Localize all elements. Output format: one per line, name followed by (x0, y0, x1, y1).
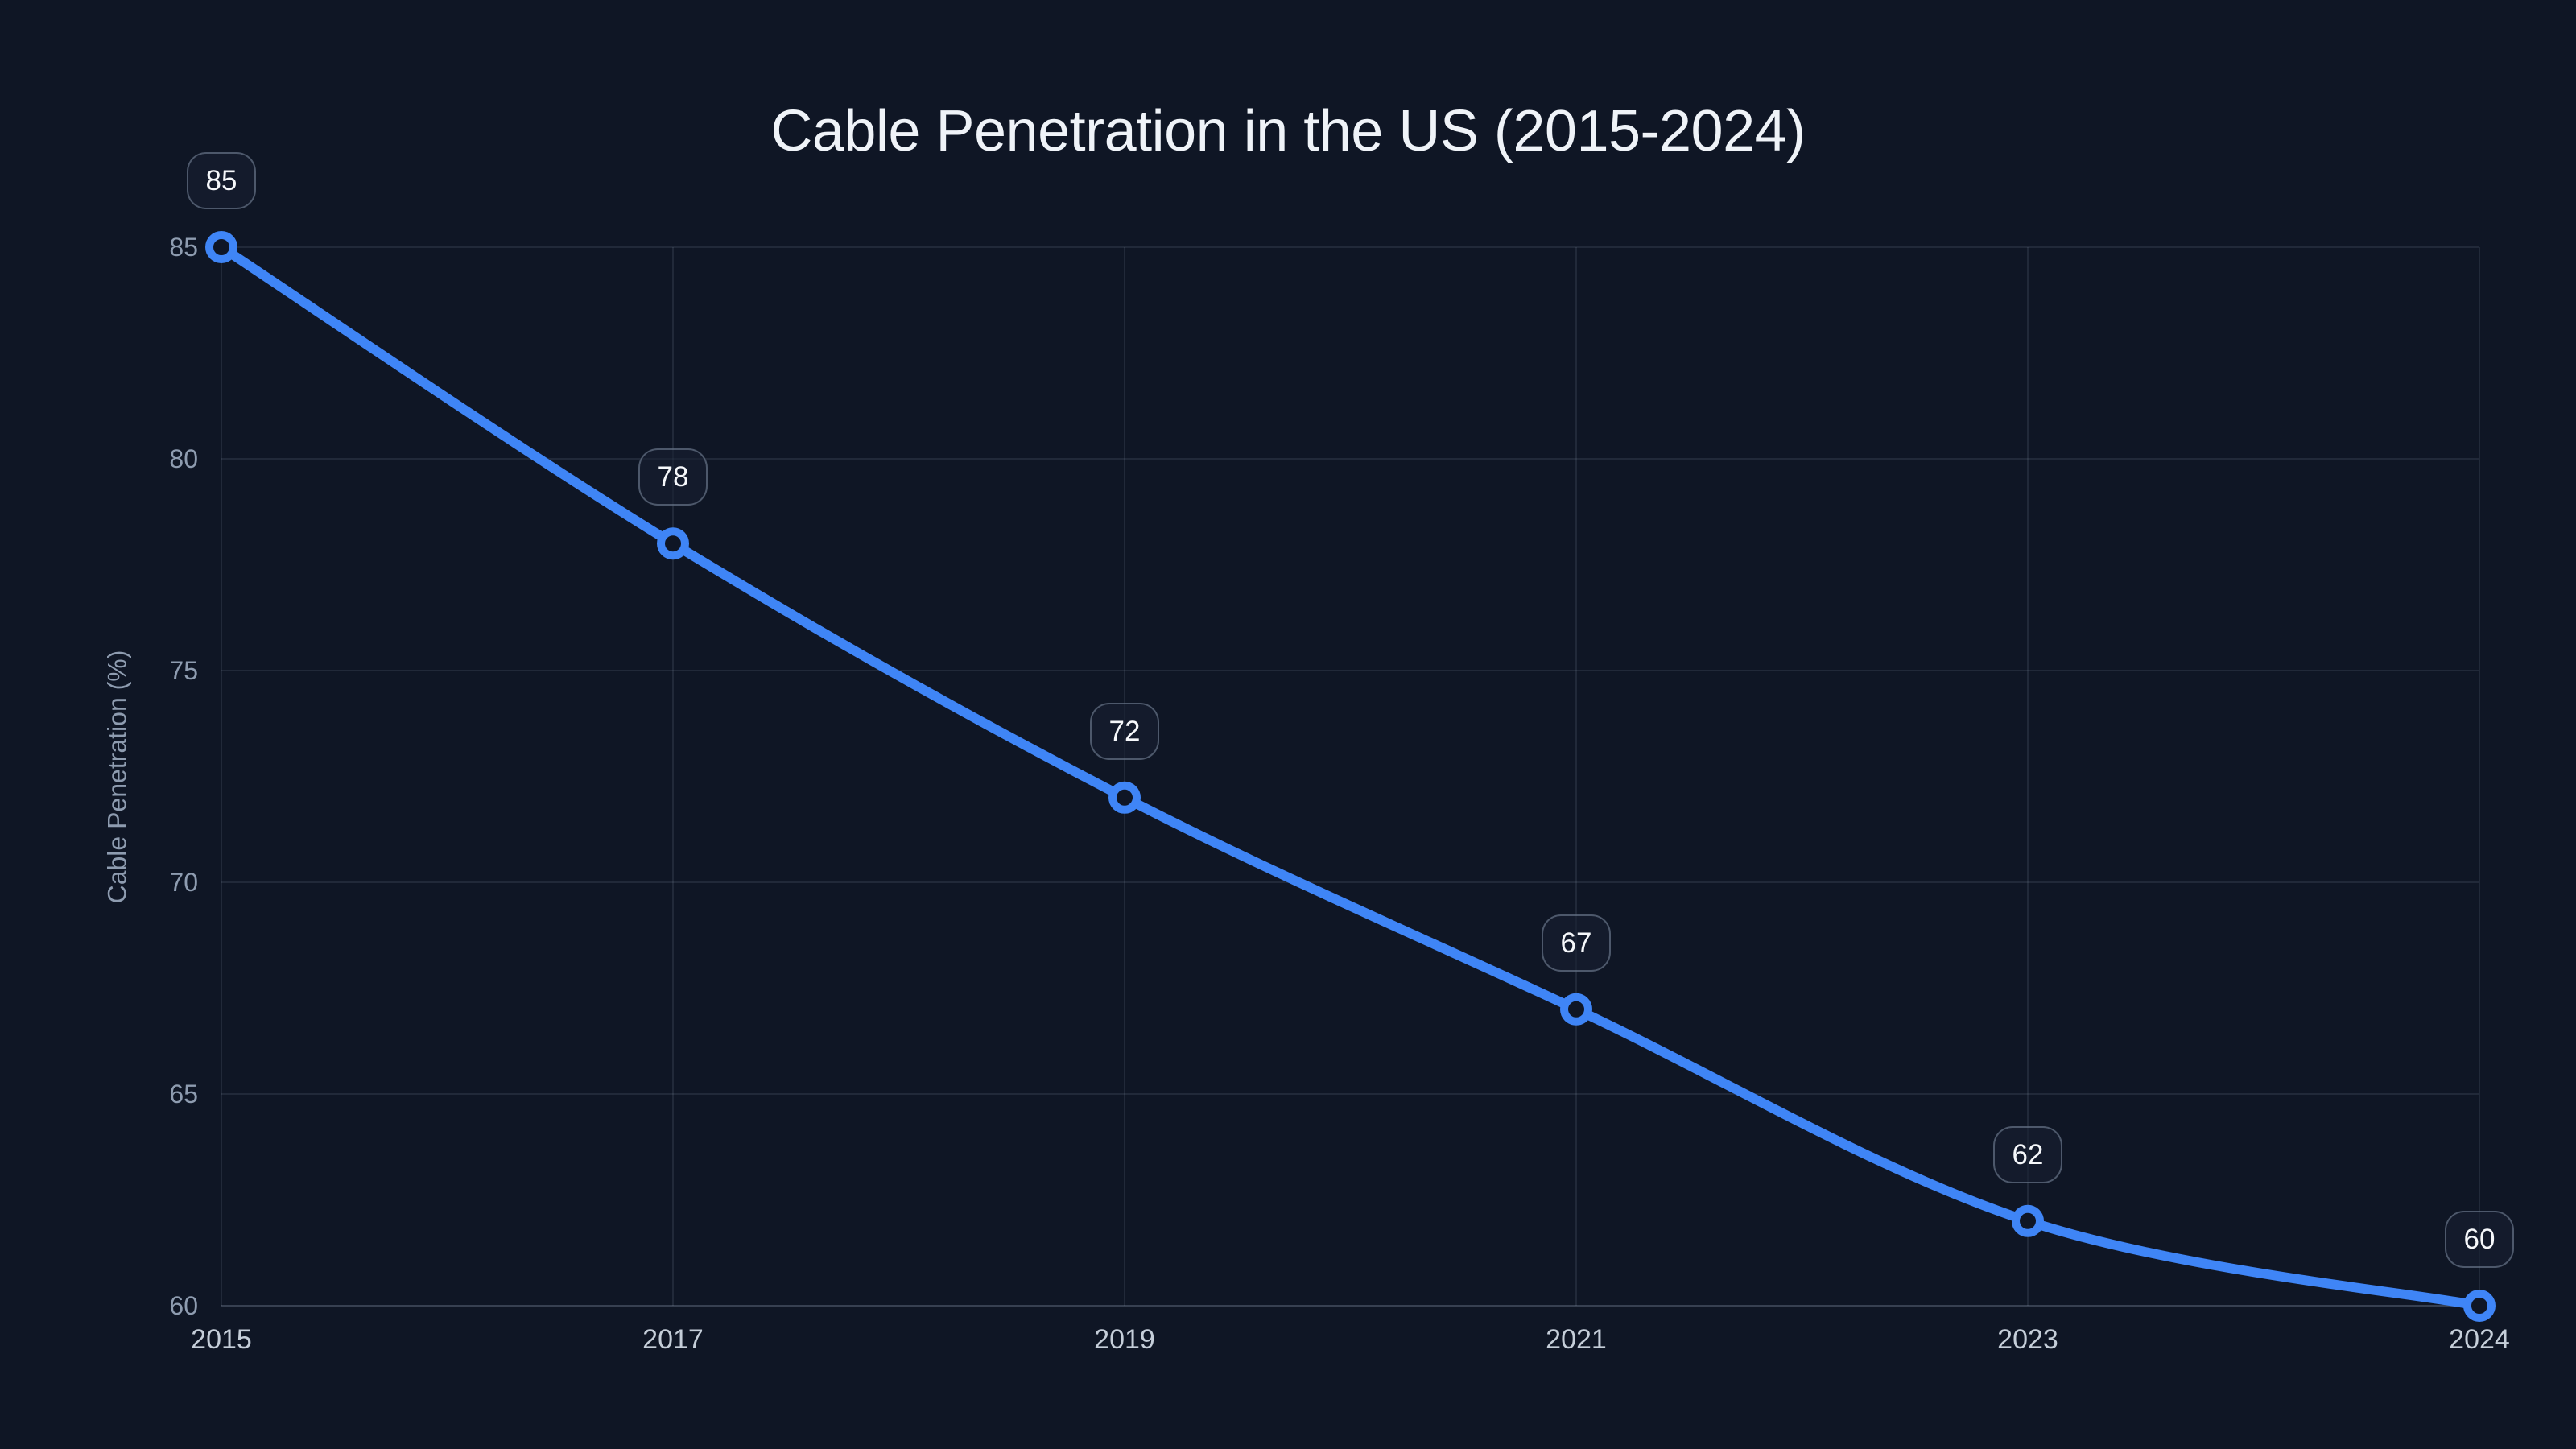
point-label-badge: 67 (1542, 914, 1611, 972)
x-tick-label: 2017 (642, 1324, 704, 1355)
line-series (217, 242, 2484, 1311)
data-point[interactable] (2012, 1204, 2044, 1237)
data-point[interactable] (1560, 993, 1592, 1026)
x-tick-label: 2023 (1997, 1324, 2058, 1355)
y-tick-label: 60 (169, 1291, 198, 1320)
data-point[interactable] (205, 231, 237, 263)
point-label-badge: 85 (187, 152, 256, 209)
data-point[interactable] (2463, 1290, 2496, 1322)
point-label-badge: 60 (2445, 1211, 2514, 1268)
x-tick-label: 2019 (1094, 1324, 1155, 1355)
y-tick-label: 65 (169, 1080, 198, 1108)
x-tick-label: 2015 (191, 1324, 252, 1355)
data-point[interactable] (1108, 781, 1141, 814)
point-label-badge: 78 (638, 448, 708, 506)
y-tick-label: 85 (169, 233, 198, 262)
point-label-badge: 72 (1090, 702, 1159, 760)
point-label-badge: 62 (1993, 1125, 2062, 1183)
y-tick-label: 75 (169, 656, 198, 685)
y-tick-label: 70 (169, 868, 198, 897)
x-tick-label: 2024 (2449, 1324, 2510, 1355)
data-point[interactable] (657, 527, 689, 560)
x-tick-label: 2021 (1546, 1324, 1607, 1355)
y-tick-label: 80 (169, 444, 198, 473)
chart-title: Cable Penetration in the US (2015-2024) (770, 99, 1806, 163)
